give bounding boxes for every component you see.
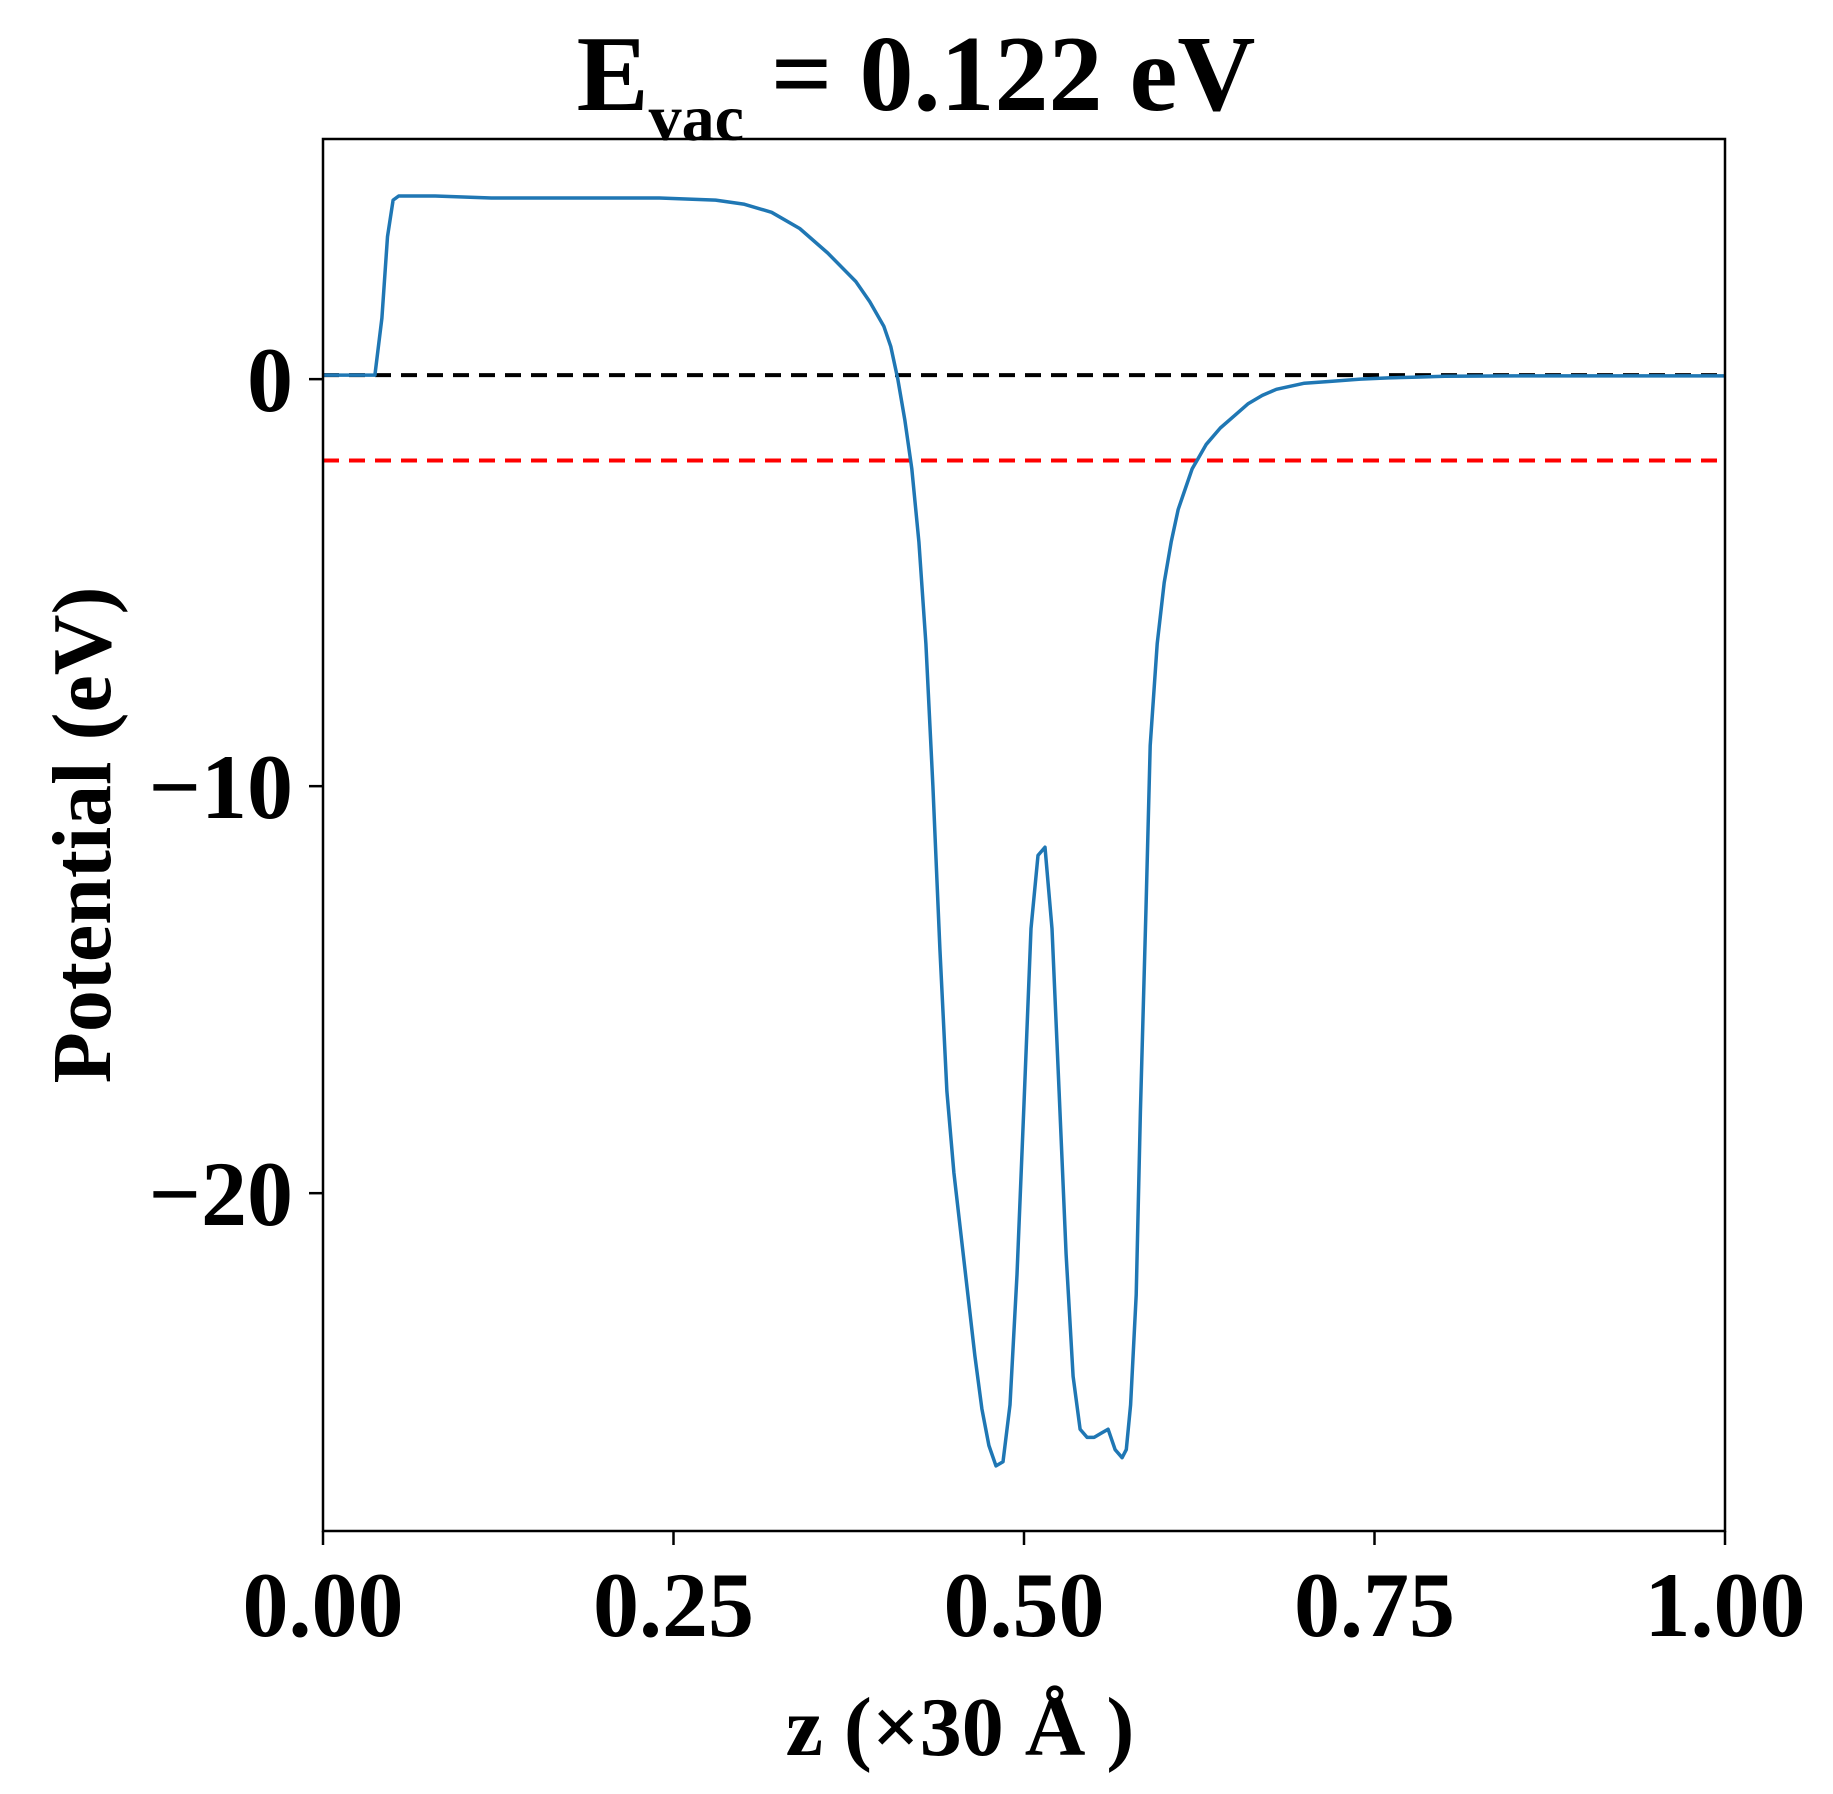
x-tick-label: 0.25 <box>593 1554 754 1656</box>
x-tick-label: 1.00 <box>1645 1554 1806 1656</box>
plot-frame <box>321 137 1727 1533</box>
series-line-0 <box>323 194 1725 1468</box>
y-axis-label: Potential (eV) <box>36 587 129 1084</box>
chart-title: Evac = 0.122 eV <box>577 15 1256 155</box>
x-tick-label: 0.50 <box>944 1554 1105 1656</box>
y-axis-ticks: 0 −10 −20 <box>149 329 323 1245</box>
series-layer <box>323 194 1725 1468</box>
y-tick-label: −20 <box>149 1143 293 1245</box>
chart-title-main: E <box>577 15 649 134</box>
y-tick-label: −10 <box>149 736 293 838</box>
chart-title-subscript: vac <box>649 82 744 155</box>
x-tick-label: 0.00 <box>243 1554 404 1656</box>
reference-lines <box>323 373 1725 463</box>
x-axis-label: z (×30 Å ) <box>786 1681 1135 1774</box>
x-tick-label: 0.75 <box>1294 1554 1455 1656</box>
y-tick-label: 0 <box>247 329 293 431</box>
x-axis-ticks: 0.00 0.25 0.50 0.75 1.00 <box>243 1531 1806 1656</box>
chart-title-rest: = 0.122 eV <box>744 15 1255 134</box>
